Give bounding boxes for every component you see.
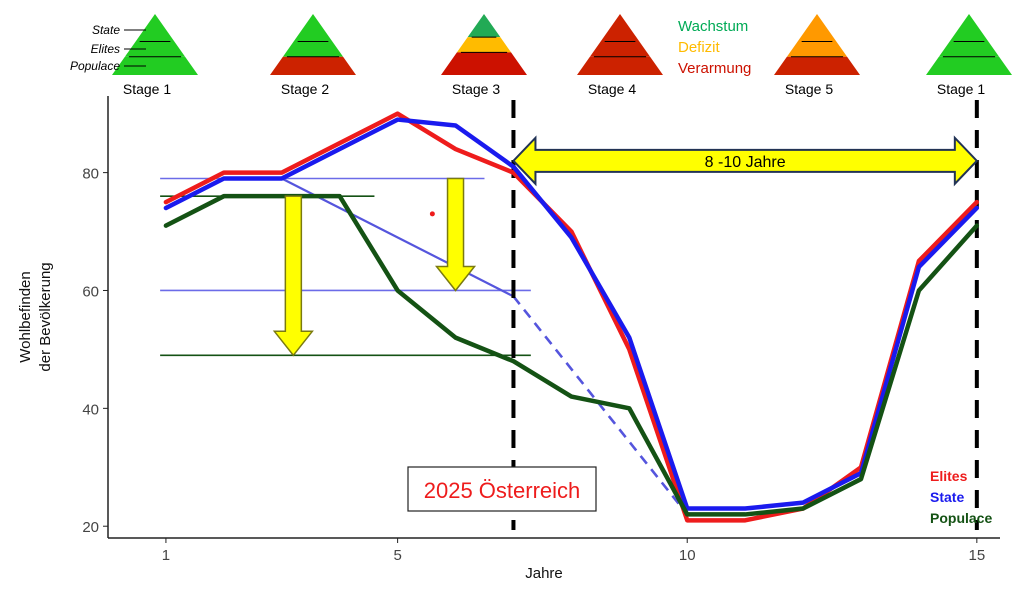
country-label: 2025 Österreich (424, 478, 581, 503)
stage-label: Stage 2 (281, 81, 329, 97)
stage-label: Stage 1 (123, 81, 171, 97)
y-axis-title: Wohlbefinden der Bevölkerung (17, 262, 54, 371)
pyramid-layer (441, 52, 527, 75)
stage-label: Stage 1 (937, 81, 985, 97)
stage-pyramid: Stage 2 (270, 14, 356, 97)
duration-label: 8 -10 Jahre (705, 154, 786, 171)
stage-pyramid: Stage 4 (577, 14, 663, 97)
y-tick-label: 40 (82, 401, 99, 418)
pyramid-layer (589, 41, 651, 57)
drop-arrow (434, 177, 477, 292)
legend-entry: State (930, 489, 964, 505)
stage-pyramids: Stage 1 Stage 2 Stage 3 Stage 4 Stage 5 Stage… (70, 14, 1012, 97)
pyramid-layer (293, 14, 333, 42)
color-key-entry: Wachstum (678, 18, 748, 35)
stage-pyramid: Stage 1 (926, 14, 1012, 97)
country-box (407, 466, 597, 512)
pyramid-layer (949, 14, 989, 42)
drop-arrow (272, 195, 314, 357)
x-tick-label: 10 (679, 547, 696, 564)
y-axis-title-line: der Bevölkerung (37, 262, 54, 371)
y-tick-label: 20 (82, 519, 99, 536)
pyramid-layer (600, 14, 640, 42)
pyramid-layer (456, 37, 512, 53)
pyramid-layer (135, 14, 175, 42)
pyramid-layer (112, 56, 198, 75)
trend-line-dashed (512, 295, 689, 516)
pyramid-layer (774, 56, 860, 75)
color-key: Wachstum Defizit Verarmung (678, 18, 751, 77)
y-axis-title-line: Wohlbefinden (17, 271, 34, 362)
stage-label: Stage 3 (452, 81, 500, 97)
stage-label: Stage 4 (588, 81, 636, 97)
pyramid-layer (938, 41, 1000, 57)
pyramid-layer (577, 56, 663, 75)
y-tick-label: 80 (82, 166, 99, 183)
pyramid-level-label: Elites (91, 42, 120, 56)
pyramid-layer (786, 41, 848, 57)
legend-entry: Populace (930, 510, 992, 526)
duration-arrow (512, 135, 979, 187)
stage-label: Stage 5 (785, 81, 833, 97)
stage-pyramid: Stage 3 (441, 14, 527, 97)
pyramid-layer (467, 14, 501, 38)
y-tick-label: 60 (82, 283, 99, 300)
pyramid-layer (926, 56, 1012, 75)
color-key-entry: Defizit (678, 39, 721, 56)
pyramid-layer (282, 41, 344, 57)
x-axis-title: Jahre (525, 565, 563, 582)
legend: Elites State Populace (930, 468, 992, 526)
x-tick-label: 5 (393, 547, 401, 564)
x-tick-label: 15 (968, 547, 985, 564)
pyramid-level-label: Populace (70, 59, 120, 73)
legend-entry: Elites (930, 468, 968, 484)
stage-pyramid: Stage 1 (112, 14, 198, 97)
stage-pyramid: Stage 5 (774, 14, 860, 97)
pyramid-layer (124, 41, 186, 57)
pyramid-layer (270, 56, 356, 75)
series-line-state (163, 117, 980, 511)
color-key-entry: Verarmung (678, 60, 751, 77)
pyramid-layer (797, 14, 837, 42)
pyramid-level-label: State (92, 23, 120, 37)
annotations-front: 8 -10 Jahre 2025 Österreich (272, 135, 979, 512)
marker-dot (429, 211, 435, 217)
x-tick-label: 1 (162, 547, 170, 564)
